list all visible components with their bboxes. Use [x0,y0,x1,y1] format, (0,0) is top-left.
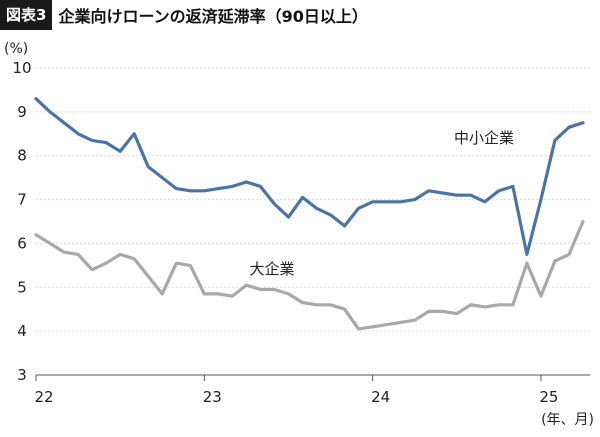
series-line-sme [34,97,585,256]
y-tick-label-4: 4 [17,322,27,340]
x-tick-label-23: 23 [203,388,222,406]
figure-number-badge: 図表3 [0,0,53,30]
y-tick-label-3: 3 [17,366,27,384]
figure-title: 企業向けローンの返済延滞率（90日以上） [58,7,368,26]
x-tick-label-22: 22 [34,388,53,406]
y-axis-unit: (%) [4,41,29,57]
x-tick-label-25: 25 [539,388,558,406]
y-tick-label-8: 8 [17,147,27,165]
y-tick-label-7: 7 [17,191,27,209]
y-tick-label-6: 6 [17,234,27,252]
series-label-sme: 中小企業 [454,129,514,147]
figure-title-bar: 図表3 企業向けローンの返済延滞率（90日以上） [0,0,368,30]
series-line-large [34,219,585,331]
x-tick-label-24: 24 [371,388,390,406]
y-tick-label-10: 10 [12,59,31,77]
y-tick-label-9: 9 [17,103,27,121]
series-label-large: 大企業 [249,260,294,278]
y-tick-label-5: 5 [17,278,27,296]
x-axis-unit: (年、月) [541,412,594,428]
